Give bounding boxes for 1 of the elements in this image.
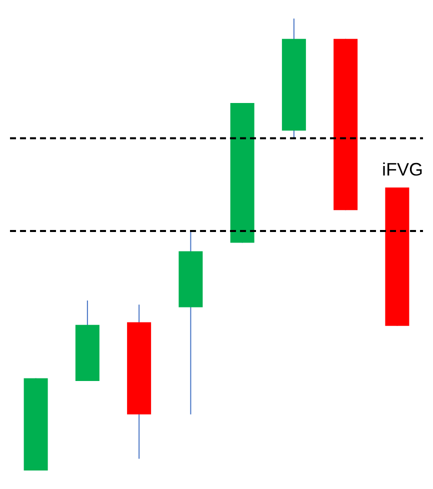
annotation: iFVG [382, 160, 423, 180]
